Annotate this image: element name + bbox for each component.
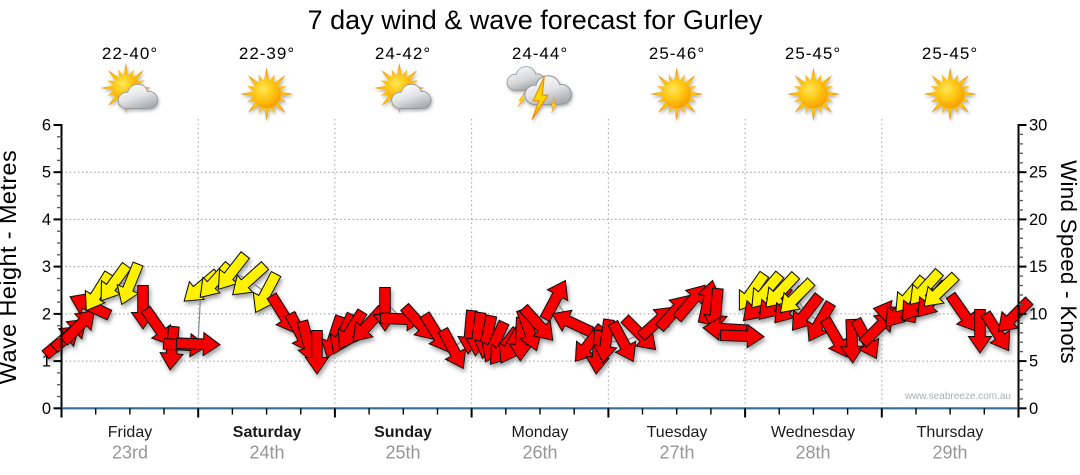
svg-text:24-44°: 24-44° <box>512 44 568 63</box>
svg-text:25-45°: 25-45° <box>922 44 978 63</box>
svg-text:25-46°: 25-46° <box>649 44 705 63</box>
svg-text:4: 4 <box>42 211 51 229</box>
svg-text:2: 2 <box>42 305 51 323</box>
svg-text:Monday: Monday <box>512 424 569 441</box>
svg-text:5: 5 <box>1029 353 1038 371</box>
svg-text:Wind Speed - Knots: Wind Speed - Knots <box>1056 160 1080 364</box>
svg-text:Wave Height - Metres: Wave Height - Metres <box>0 150 21 384</box>
svg-text:25th: 25th <box>385 443 420 463</box>
svg-text:29th: 29th <box>932 443 967 463</box>
svg-text:www.seabreeze.com.au: www.seabreeze.com.au <box>904 391 1011 402</box>
svg-text:Sunday: Sunday <box>374 424 432 441</box>
svg-text:23rd: 23rd <box>112 443 148 463</box>
svg-text:22-40°: 22-40° <box>102 44 158 63</box>
svg-text:25-45°: 25-45° <box>785 44 841 63</box>
svg-text:15: 15 <box>1029 258 1047 276</box>
svg-text:3: 3 <box>42 258 51 276</box>
svg-text:1: 1 <box>42 353 51 371</box>
svg-text:Thursday: Thursday <box>917 424 984 441</box>
svg-text:Friday: Friday <box>108 424 152 441</box>
svg-text:22-39°: 22-39° <box>239 44 295 63</box>
svg-text:Wednesday: Wednesday <box>771 424 855 441</box>
svg-text:5: 5 <box>42 164 51 182</box>
svg-text:24-42°: 24-42° <box>375 44 431 63</box>
svg-text:10: 10 <box>1029 305 1047 323</box>
svg-text:27th: 27th <box>659 443 694 463</box>
svg-text:0: 0 <box>1029 400 1038 418</box>
svg-text:6: 6 <box>42 117 51 135</box>
svg-text:26th: 26th <box>522 443 557 463</box>
svg-text:24th: 24th <box>249 443 284 463</box>
svg-text:Tuesday: Tuesday <box>647 424 708 441</box>
svg-text:28th: 28th <box>795 443 830 463</box>
svg-text:Saturday: Saturday <box>233 424 302 441</box>
svg-text:30: 30 <box>1029 117 1047 135</box>
svg-text:7 day wind & wave forecast for: 7 day wind & wave forecast for Gurley <box>308 5 763 35</box>
svg-text:25: 25 <box>1029 164 1047 182</box>
svg-text:20: 20 <box>1029 211 1047 229</box>
svg-text:0: 0 <box>42 400 51 418</box>
